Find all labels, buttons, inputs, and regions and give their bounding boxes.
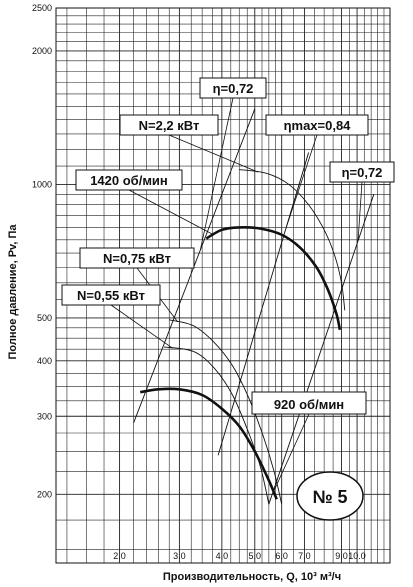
annotation-label: 1420 об/мин bbox=[90, 173, 168, 188]
series-line-6 bbox=[217, 152, 310, 456]
x-tick-label: 7.0 bbox=[298, 551, 311, 561]
annotation-label: N=2,2 кВт bbox=[139, 118, 200, 133]
y-tick-label: 400 bbox=[37, 356, 52, 366]
annotation-leader bbox=[128, 189, 214, 235]
y-tick-label: 2000 bbox=[32, 46, 52, 56]
series-line-0 bbox=[205, 226, 342, 331]
annotation-leader bbox=[199, 97, 234, 251]
y-tick-label: 1000 bbox=[32, 179, 52, 189]
annotation-box bbox=[199, 77, 267, 99]
y-axis-label: Полное давление, Pv, Па bbox=[7, 224, 19, 360]
x-tick-label: 6.0 bbox=[275, 551, 288, 561]
annotation-leader bbox=[357, 181, 363, 241]
annotation-box bbox=[265, 114, 369, 136]
series-line-7 bbox=[268, 194, 375, 505]
annotation-box bbox=[61, 284, 161, 306]
annotation-box bbox=[329, 161, 395, 183]
annotation-leader bbox=[285, 134, 318, 229]
y-tick-label: 500 bbox=[37, 313, 52, 323]
annotation-leader bbox=[110, 304, 173, 349]
annotation-box bbox=[251, 391, 367, 415]
x-axis-label: Производительность, Q, 10³ м³/ч bbox=[163, 571, 341, 583]
annotation-label: η=0,72 bbox=[342, 165, 383, 180]
annotation-box bbox=[75, 169, 183, 191]
x-tick-label: 3.0 bbox=[173, 551, 186, 561]
x-tick-label: 2.0 bbox=[113, 551, 126, 561]
series-line-2 bbox=[239, 169, 346, 311]
x-tick-label: 5.0 bbox=[249, 551, 262, 561]
y-tick-label: 300 bbox=[37, 411, 52, 421]
annotation-labels: η=0,72 N=2,2 кВт ηmax=0,84 1420 об/мин η=0,7… bbox=[61, 77, 395, 415]
annotation-label: N=0,55 кВт bbox=[77, 288, 145, 303]
x-tick-label: 10.0 bbox=[348, 551, 366, 561]
tick-labels: 2.0 3.0 4.0 5.0 6.0 7.0 9.0 10.0 200 300 400 500 100… bbox=[32, 3, 366, 561]
annotation-leader bbox=[168, 134, 259, 173]
model-badge-ellipse bbox=[296, 471, 364, 521]
annotation-box bbox=[79, 247, 195, 269]
x-tick-label: 9.0 bbox=[335, 551, 348, 561]
y-tick-label: 2500 bbox=[32, 3, 52, 13]
model-badge-text: № 5 bbox=[312, 487, 347, 507]
x-tick-label: 4.0 bbox=[216, 551, 229, 561]
series-line-3 bbox=[169, 319, 283, 505]
annotation-label: ηmax=0,84 bbox=[284, 118, 352, 133]
annotation-box bbox=[119, 114, 219, 136]
annotation-label: 920 об/мин bbox=[274, 397, 344, 412]
annotation-leader bbox=[273, 413, 310, 492]
series-line-1 bbox=[139, 387, 278, 500]
annotation-label: η=0,72 bbox=[213, 81, 254, 96]
annotation-label: N=0,75 кВт bbox=[103, 251, 171, 266]
series-line-4 bbox=[163, 346, 270, 505]
y-tick-label: 200 bbox=[37, 489, 52, 499]
plot-frame bbox=[55, 7, 391, 564]
